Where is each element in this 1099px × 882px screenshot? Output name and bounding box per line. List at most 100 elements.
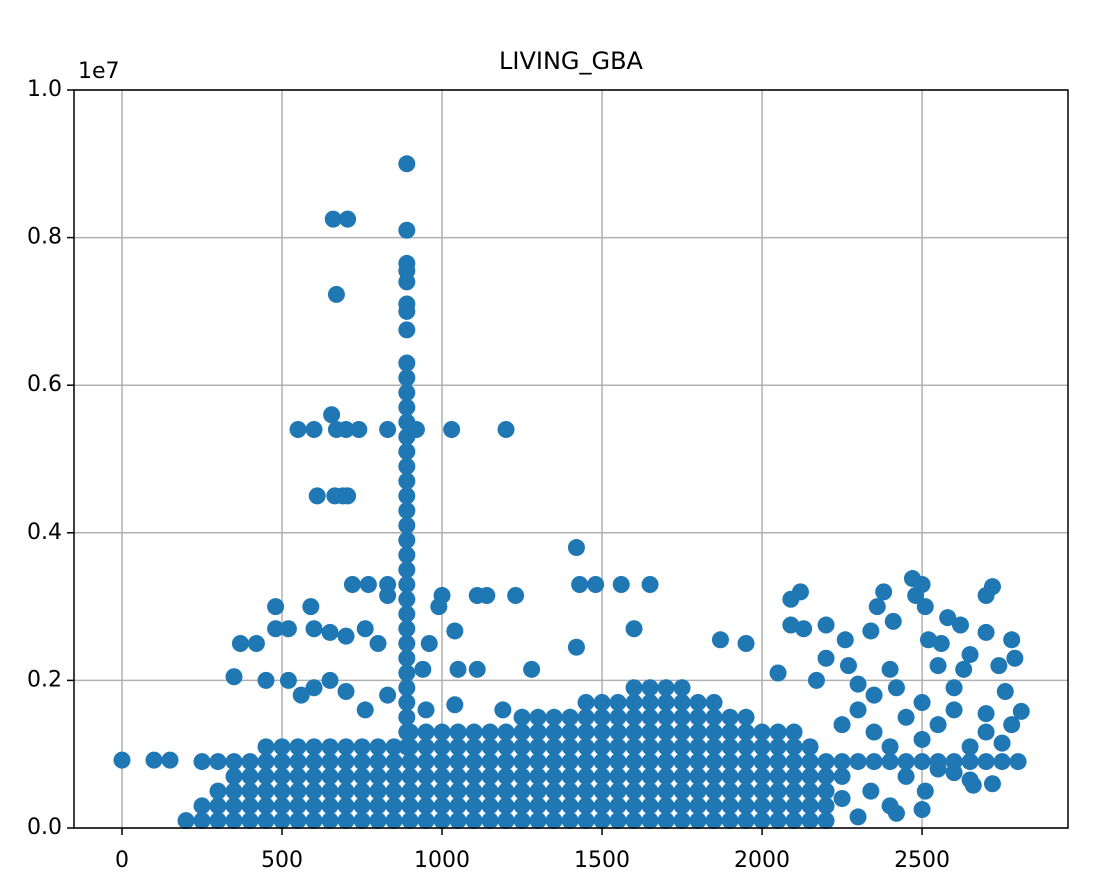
point	[721, 782, 739, 800]
axis-offset-label: 1e7	[78, 59, 120, 84]
point	[398, 664, 416, 682]
point	[478, 587, 496, 605]
point	[433, 753, 451, 771]
point	[398, 635, 416, 652]
point	[449, 812, 467, 830]
point	[961, 738, 979, 756]
point	[385, 753, 403, 771]
point	[705, 738, 723, 756]
point	[529, 708, 547, 726]
point	[398, 649, 416, 667]
point	[817, 797, 835, 815]
point	[225, 782, 243, 800]
point	[737, 812, 755, 830]
point	[657, 738, 675, 756]
point	[337, 420, 355, 438]
point	[961, 646, 979, 664]
point	[225, 797, 243, 815]
point	[353, 738, 371, 756]
x-tick-label: 1500	[574, 848, 630, 873]
point	[881, 738, 899, 756]
point	[523, 660, 541, 678]
point	[353, 753, 371, 771]
point	[398, 620, 416, 638]
point	[279, 671, 297, 689]
point	[945, 701, 963, 719]
point	[289, 420, 307, 438]
point	[305, 738, 323, 756]
point	[513, 708, 531, 726]
point	[321, 767, 339, 785]
point	[913, 753, 931, 771]
point	[567, 539, 585, 557]
point	[913, 694, 931, 712]
point	[177, 812, 195, 830]
point	[481, 753, 499, 771]
point	[737, 797, 755, 815]
point	[689, 782, 707, 800]
point	[398, 575, 416, 593]
point	[379, 686, 397, 704]
point	[417, 782, 435, 800]
point	[990, 657, 1008, 675]
point	[327, 285, 345, 303]
point	[673, 782, 691, 800]
point	[337, 812, 355, 830]
point	[545, 782, 563, 800]
point	[673, 767, 691, 785]
point	[887, 679, 905, 697]
point	[567, 638, 585, 656]
point	[711, 631, 729, 649]
point	[321, 797, 339, 815]
point	[446, 696, 464, 714]
point	[862, 622, 880, 640]
point	[625, 782, 643, 800]
point	[884, 612, 902, 630]
point	[305, 767, 323, 785]
point	[561, 723, 579, 741]
point	[721, 767, 739, 785]
point	[769, 738, 787, 756]
point	[449, 723, 467, 741]
chart-title: LIVING_GBA	[499, 47, 644, 75]
point	[737, 753, 755, 771]
point	[449, 782, 467, 800]
y-tick-label: 0.8	[27, 225, 62, 250]
point	[113, 751, 131, 769]
point	[305, 620, 323, 638]
point	[385, 767, 403, 785]
point	[257, 767, 275, 785]
point	[881, 797, 899, 815]
point	[641, 694, 659, 712]
point	[625, 723, 643, 741]
point	[398, 694, 416, 712]
point	[193, 812, 211, 830]
point	[225, 812, 243, 830]
point	[919, 631, 937, 649]
point	[273, 812, 291, 830]
point	[513, 723, 531, 741]
y-tick-label: 0.2	[27, 667, 62, 692]
point	[401, 782, 419, 800]
point	[801, 812, 819, 830]
point	[705, 767, 723, 785]
point	[321, 812, 339, 830]
point	[193, 753, 211, 771]
point	[977, 753, 995, 771]
point	[257, 812, 275, 830]
point	[545, 767, 563, 785]
axes: 0 500 1000 1500 2000 2500 0.0 0.2 0.4 0.6 0.8 1.0	[27, 77, 1069, 873]
point	[465, 753, 483, 771]
point	[465, 767, 483, 785]
point	[398, 605, 416, 623]
point	[401, 812, 419, 830]
point	[897, 767, 915, 785]
point	[513, 753, 531, 771]
point	[577, 708, 595, 726]
point	[593, 708, 611, 726]
point	[497, 812, 515, 830]
point	[449, 753, 467, 771]
point	[817, 649, 835, 667]
point	[193, 797, 211, 815]
point	[849, 675, 867, 693]
